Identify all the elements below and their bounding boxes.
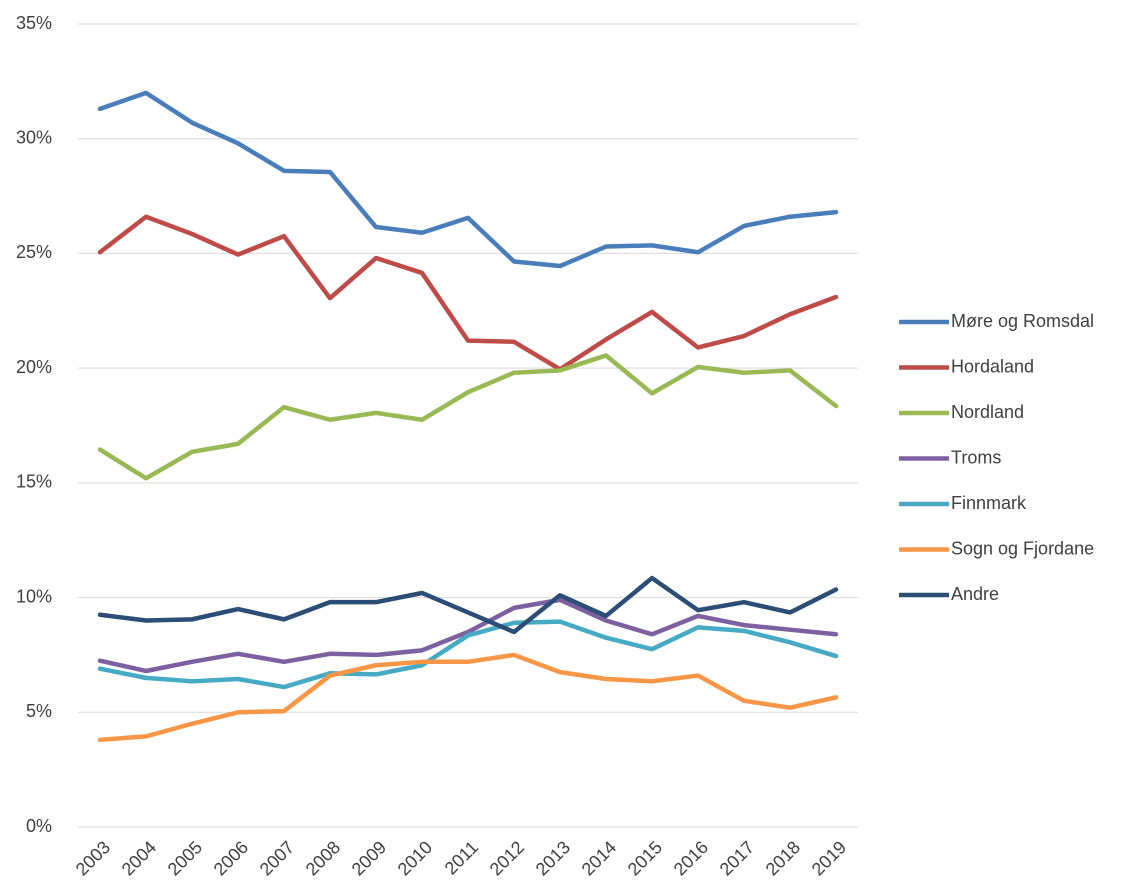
series-line [97, 652, 839, 743]
y-tick-label: 15% [16, 472, 52, 492]
legend-label: Møre og Romsdal [951, 311, 1094, 331]
legend-label: Nordland [951, 402, 1024, 422]
legend-label: Andre [951, 584, 999, 604]
x-tick-label: 2010 [394, 837, 436, 879]
series-line [97, 597, 839, 674]
y-tick-label: 5% [26, 701, 52, 721]
x-tick-label: 2006 [210, 837, 252, 879]
series-line [97, 575, 839, 635]
legend-label: Hordaland [951, 356, 1034, 376]
x-tick-label: 2019 [808, 837, 850, 879]
x-tick-label: 2015 [624, 837, 666, 879]
x-tick-label: 2005 [164, 837, 206, 879]
y-tick-label: 10% [16, 586, 52, 606]
x-tick-label: 2013 [532, 837, 574, 879]
x-tick-label: 2008 [302, 837, 344, 879]
legend-label: Finnmark [951, 493, 1027, 513]
x-tick-label: 2007 [256, 837, 298, 879]
x-tick-label: 2018 [762, 837, 804, 879]
y-tick-label: 35% [16, 13, 52, 33]
x-tick-label: 2009 [348, 837, 390, 879]
x-tick-label: 2017 [716, 837, 758, 879]
y-tick-label: 20% [16, 357, 52, 377]
legend-label: Troms [951, 447, 1001, 467]
series-line [97, 214, 839, 372]
x-tick-label: 2011 [441, 837, 483, 879]
x-tick-label: 2003 [72, 837, 114, 879]
legend-label: Sogn og Fjordane [951, 538, 1094, 558]
y-tick-label: 25% [16, 242, 52, 262]
series-line [97, 90, 839, 269]
y-tick-label: 30% [16, 127, 52, 147]
y-tick-label: 0% [26, 816, 52, 836]
x-tick-label: 2014 [578, 837, 620, 879]
x-tick-label: 2016 [670, 837, 712, 879]
x-tick-label: 2004 [118, 837, 160, 879]
series-line [97, 353, 839, 481]
series-line [97, 619, 839, 690]
x-tick-label: 2012 [486, 837, 528, 879]
